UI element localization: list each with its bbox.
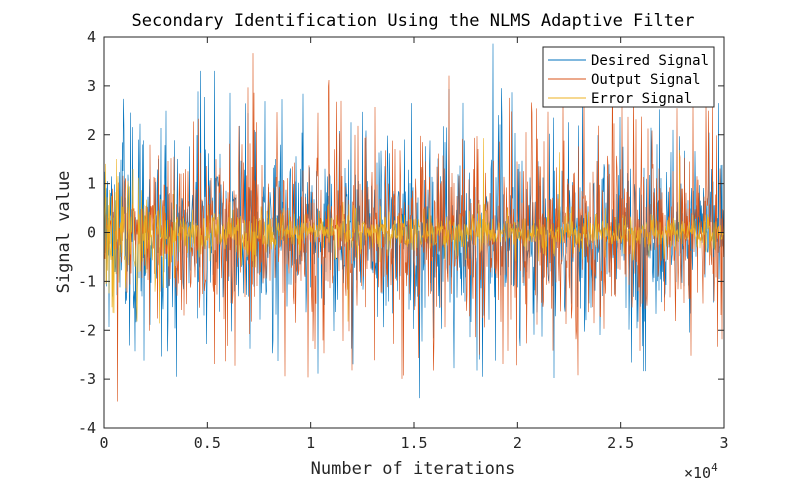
chart-title: Secondary Identification Using the NLMS … [132,11,695,31]
x-exponent-power: 4 [711,461,718,474]
y-tick-label: 3 [87,77,96,95]
x-tick-label: 0 [99,434,108,452]
legend-box [542,46,715,108]
x-exponent-label: ×104 [684,461,718,482]
y-tick-label: 2 [87,126,96,144]
x-tick-label: 2.5 [607,434,634,452]
y-axis-title: Signal value [54,171,74,294]
y-tick-label: 0 [87,224,96,242]
x-tick-label: 1.5 [400,434,427,452]
x-tick-label: 0.5 [194,434,221,452]
legend: Desired Signal Output Signal Error Signal [542,46,715,108]
x-tick-label: 1 [306,434,315,452]
series-layer [103,43,725,402]
y-tick-label: 4 [87,28,96,46]
series-line [103,53,725,402]
x-tick-label: 2 [513,434,522,452]
legend-label: Output Signal [591,72,701,88]
legend-label: Desired Signal [591,53,709,69]
y-tick-label: -4 [78,419,96,437]
x-axis-title: Number of iterations [311,459,516,479]
x-tick-label: 3 [719,434,728,452]
y-tick-label: -3 [78,370,96,388]
tick-layer: 0 0.5 1 1.5 2 2.5 3 -4 -3 -2 -1 0 1 2 3 4 [78,28,729,452]
y-tick-label: -1 [78,272,96,290]
legend-label: Error Signal [591,91,692,107]
y-tick-label: -2 [78,321,96,339]
series-line [103,138,725,337]
series-output-signal [103,53,725,402]
y-tick-label: 1 [87,175,96,193]
series-error-signal [103,138,725,337]
